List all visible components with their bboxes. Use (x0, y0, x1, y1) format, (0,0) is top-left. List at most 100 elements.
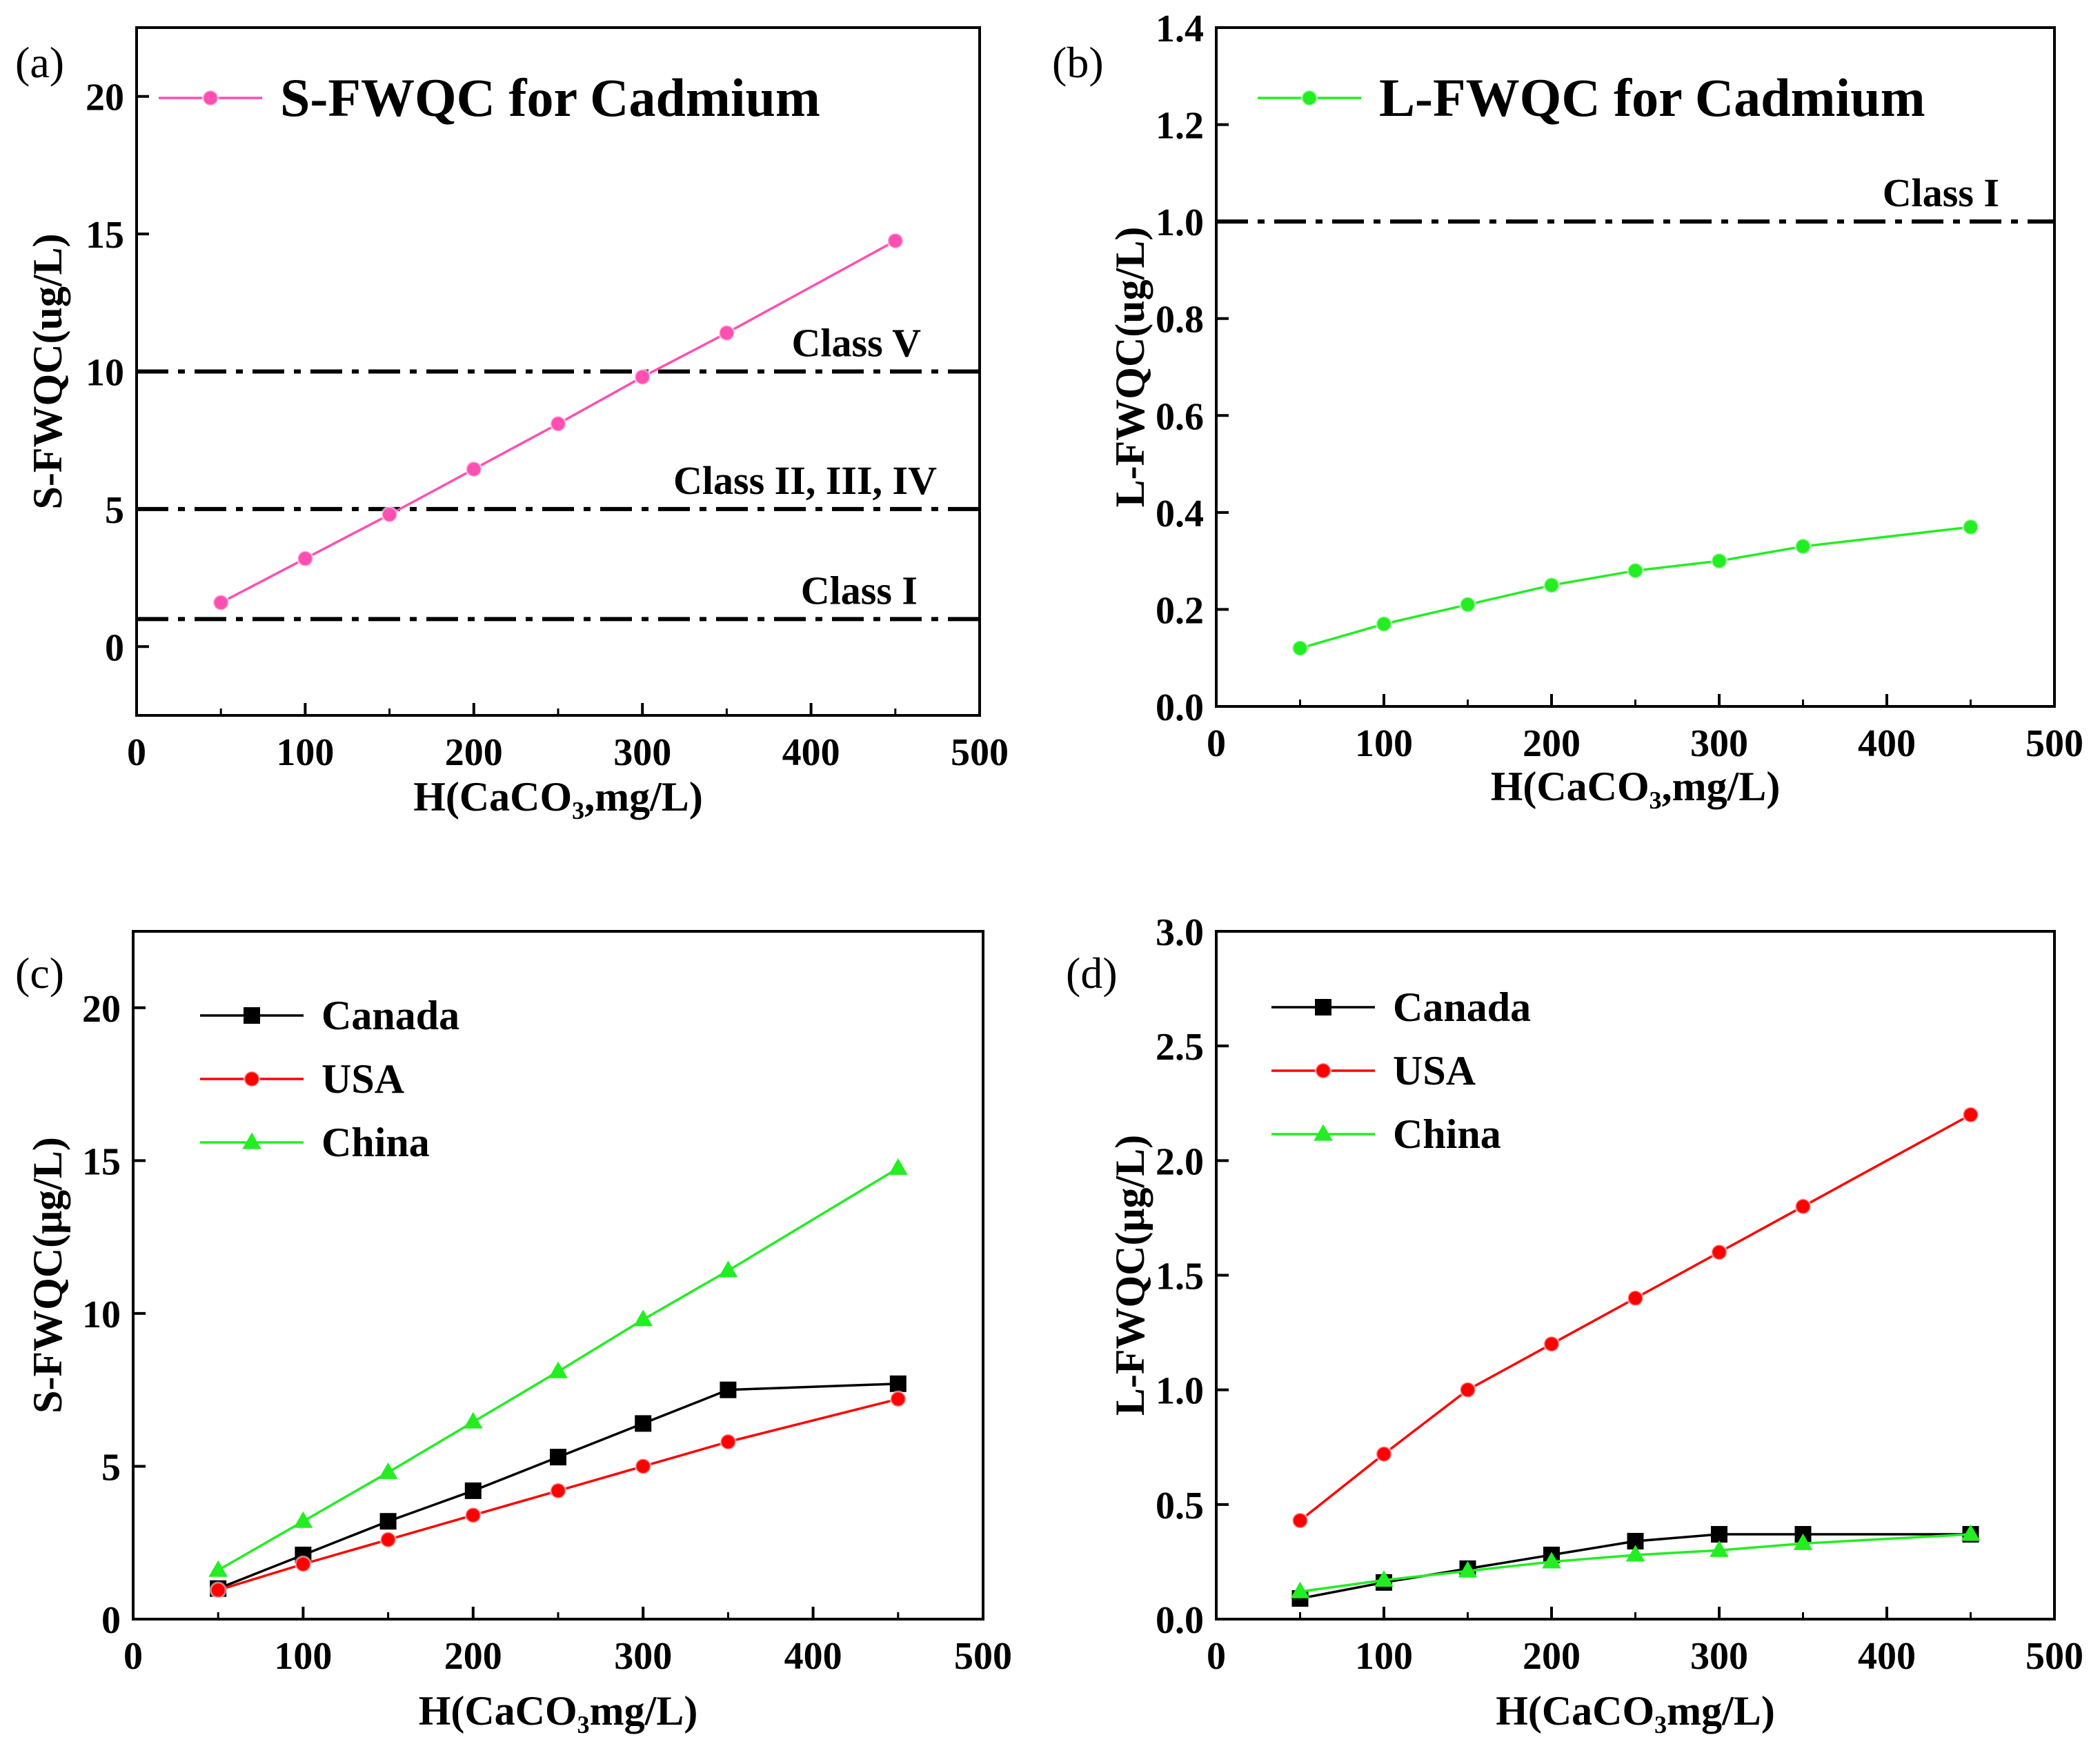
y-tick-label: 0.5 (1156, 1485, 1204, 1527)
x-tick-label: 0 (123, 1635, 143, 1678)
y-tick-label: 10 (86, 352, 124, 395)
legend-label: S-FWQC for Cadmium (280, 68, 820, 128)
y-tick-label: 0 (101, 1599, 121, 1642)
series-line (1300, 1533, 1971, 1593)
y-tick-label: 5 (105, 489, 124, 532)
data-point (293, 1511, 313, 1528)
y-tick-label: 15 (82, 1140, 121, 1183)
series-line (1299, 1113, 1972, 1522)
data-point (889, 1375, 907, 1392)
x-tick-label: 400 (1858, 1635, 1916, 1678)
data-point (464, 1506, 482, 1524)
reference-line-label: Class V (792, 321, 922, 366)
x-tick-label: 400 (1858, 722, 1916, 765)
x-tick-label: 400 (782, 731, 840, 774)
data-point (1459, 1381, 1476, 1399)
panel-label: (a) (15, 38, 64, 87)
y-axis-title: L-FWQC(ug/L) (1107, 227, 1153, 508)
data-point (1625, 1545, 1645, 1562)
legend-label: Canada (1393, 984, 1531, 1030)
x-tick-label: 500 (954, 1635, 1012, 1678)
data-point (1710, 1243, 1728, 1261)
x-tick-label: 300 (1690, 722, 1748, 765)
data-point (886, 232, 904, 250)
data-point (720, 1381, 737, 1398)
data-point (212, 593, 230, 611)
y-tick-label: 0.4 (1156, 493, 1204, 535)
legend-marker (1314, 1062, 1332, 1080)
x-tick-label: 0 (1207, 722, 1226, 765)
legend-marker (1300, 89, 1318, 107)
x-axis-title: H(CaCO₃mg/L) (1496, 1688, 1775, 1734)
data-point (1459, 595, 1476, 613)
x-tick-label: 200 (445, 731, 503, 774)
data-point (464, 1411, 483, 1429)
data-point (717, 324, 735, 342)
x-tick-label: 100 (1355, 1635, 1413, 1678)
data-point (379, 1513, 397, 1530)
y-tick-label: 1.4 (1156, 8, 1204, 50)
legend-label: China (1393, 1111, 1501, 1157)
x-tick-label: 0 (1207, 1635, 1226, 1678)
y-tick-label: 2.0 (1156, 1140, 1204, 1183)
plot-frame (132, 930, 984, 1621)
y-tick-label: 3.0 (1156, 911, 1204, 954)
data-point (549, 1482, 567, 1500)
y-tick-label: 1.2 (1156, 105, 1204, 148)
x-tick-label: 200 (1523, 1635, 1581, 1678)
x-axis-title: H(CaCO₃mg/L) (419, 1688, 698, 1734)
legend-marker (1315, 999, 1331, 1015)
data-point (379, 1531, 397, 1549)
data-point (1291, 1512, 1309, 1529)
plot-frame (1215, 930, 2056, 1621)
data-point (208, 1560, 228, 1577)
y-tick-label: 20 (82, 988, 121, 1031)
y-tick-label: 0 (105, 626, 124, 669)
y-axis-title: L-FWQC(μg/L) (1107, 1135, 1153, 1416)
data-point (1794, 537, 1812, 555)
data-point (1962, 518, 1979, 536)
series-line (217, 1383, 898, 1590)
series-line (1300, 526, 1971, 650)
data-point (635, 1415, 652, 1432)
data-point (633, 368, 651, 386)
y-tick-label: 15 (86, 214, 124, 257)
y-tick-label: 1.5 (1156, 1256, 1204, 1298)
data-point (1374, 1570, 1394, 1587)
legend-label: Canada (321, 993, 459, 1038)
data-point (464, 1482, 482, 1499)
data-point (889, 1390, 907, 1408)
y-tick-label: 20 (86, 77, 124, 119)
data-point (1375, 615, 1393, 633)
legend-marker (201, 89, 219, 107)
data-point (1290, 1581, 1310, 1598)
x-tick-label: 500 (951, 731, 1009, 774)
y-tick-label: 0.0 (1156, 686, 1204, 729)
x-tick-label: 200 (1523, 722, 1581, 765)
data-point (550, 1449, 566, 1466)
x-tick-label: 300 (1690, 1635, 1748, 1678)
panel-label: (b) (1052, 38, 1104, 87)
data-point (1627, 1289, 1644, 1307)
series-line (217, 1398, 899, 1592)
data-point (548, 1361, 568, 1378)
y-tick-label: 0.6 (1156, 395, 1204, 438)
data-point (296, 550, 314, 568)
data-point (634, 1457, 652, 1475)
data-point (209, 1581, 227, 1599)
data-point (1458, 1560, 1478, 1578)
legend-marker (244, 1007, 260, 1024)
x-tick-label: 500 (2025, 722, 2083, 765)
y-tick-label: 10 (82, 1294, 121, 1336)
x-tick-label: 300 (613, 731, 671, 774)
y-tick-label: 0.0 (1156, 1599, 1204, 1642)
data-point (1794, 1198, 1812, 1216)
legend-marker (1314, 1124, 1333, 1141)
legend-label: L-FWQC for Cadmium (1379, 68, 1925, 128)
data-point (718, 1260, 738, 1278)
y-axis-title: S-FWQC(ug/L) (25, 233, 70, 509)
data-point (1291, 640, 1309, 657)
y-axis-title: S-FWQC(μg/L) (25, 1137, 70, 1414)
data-point (465, 460, 483, 478)
